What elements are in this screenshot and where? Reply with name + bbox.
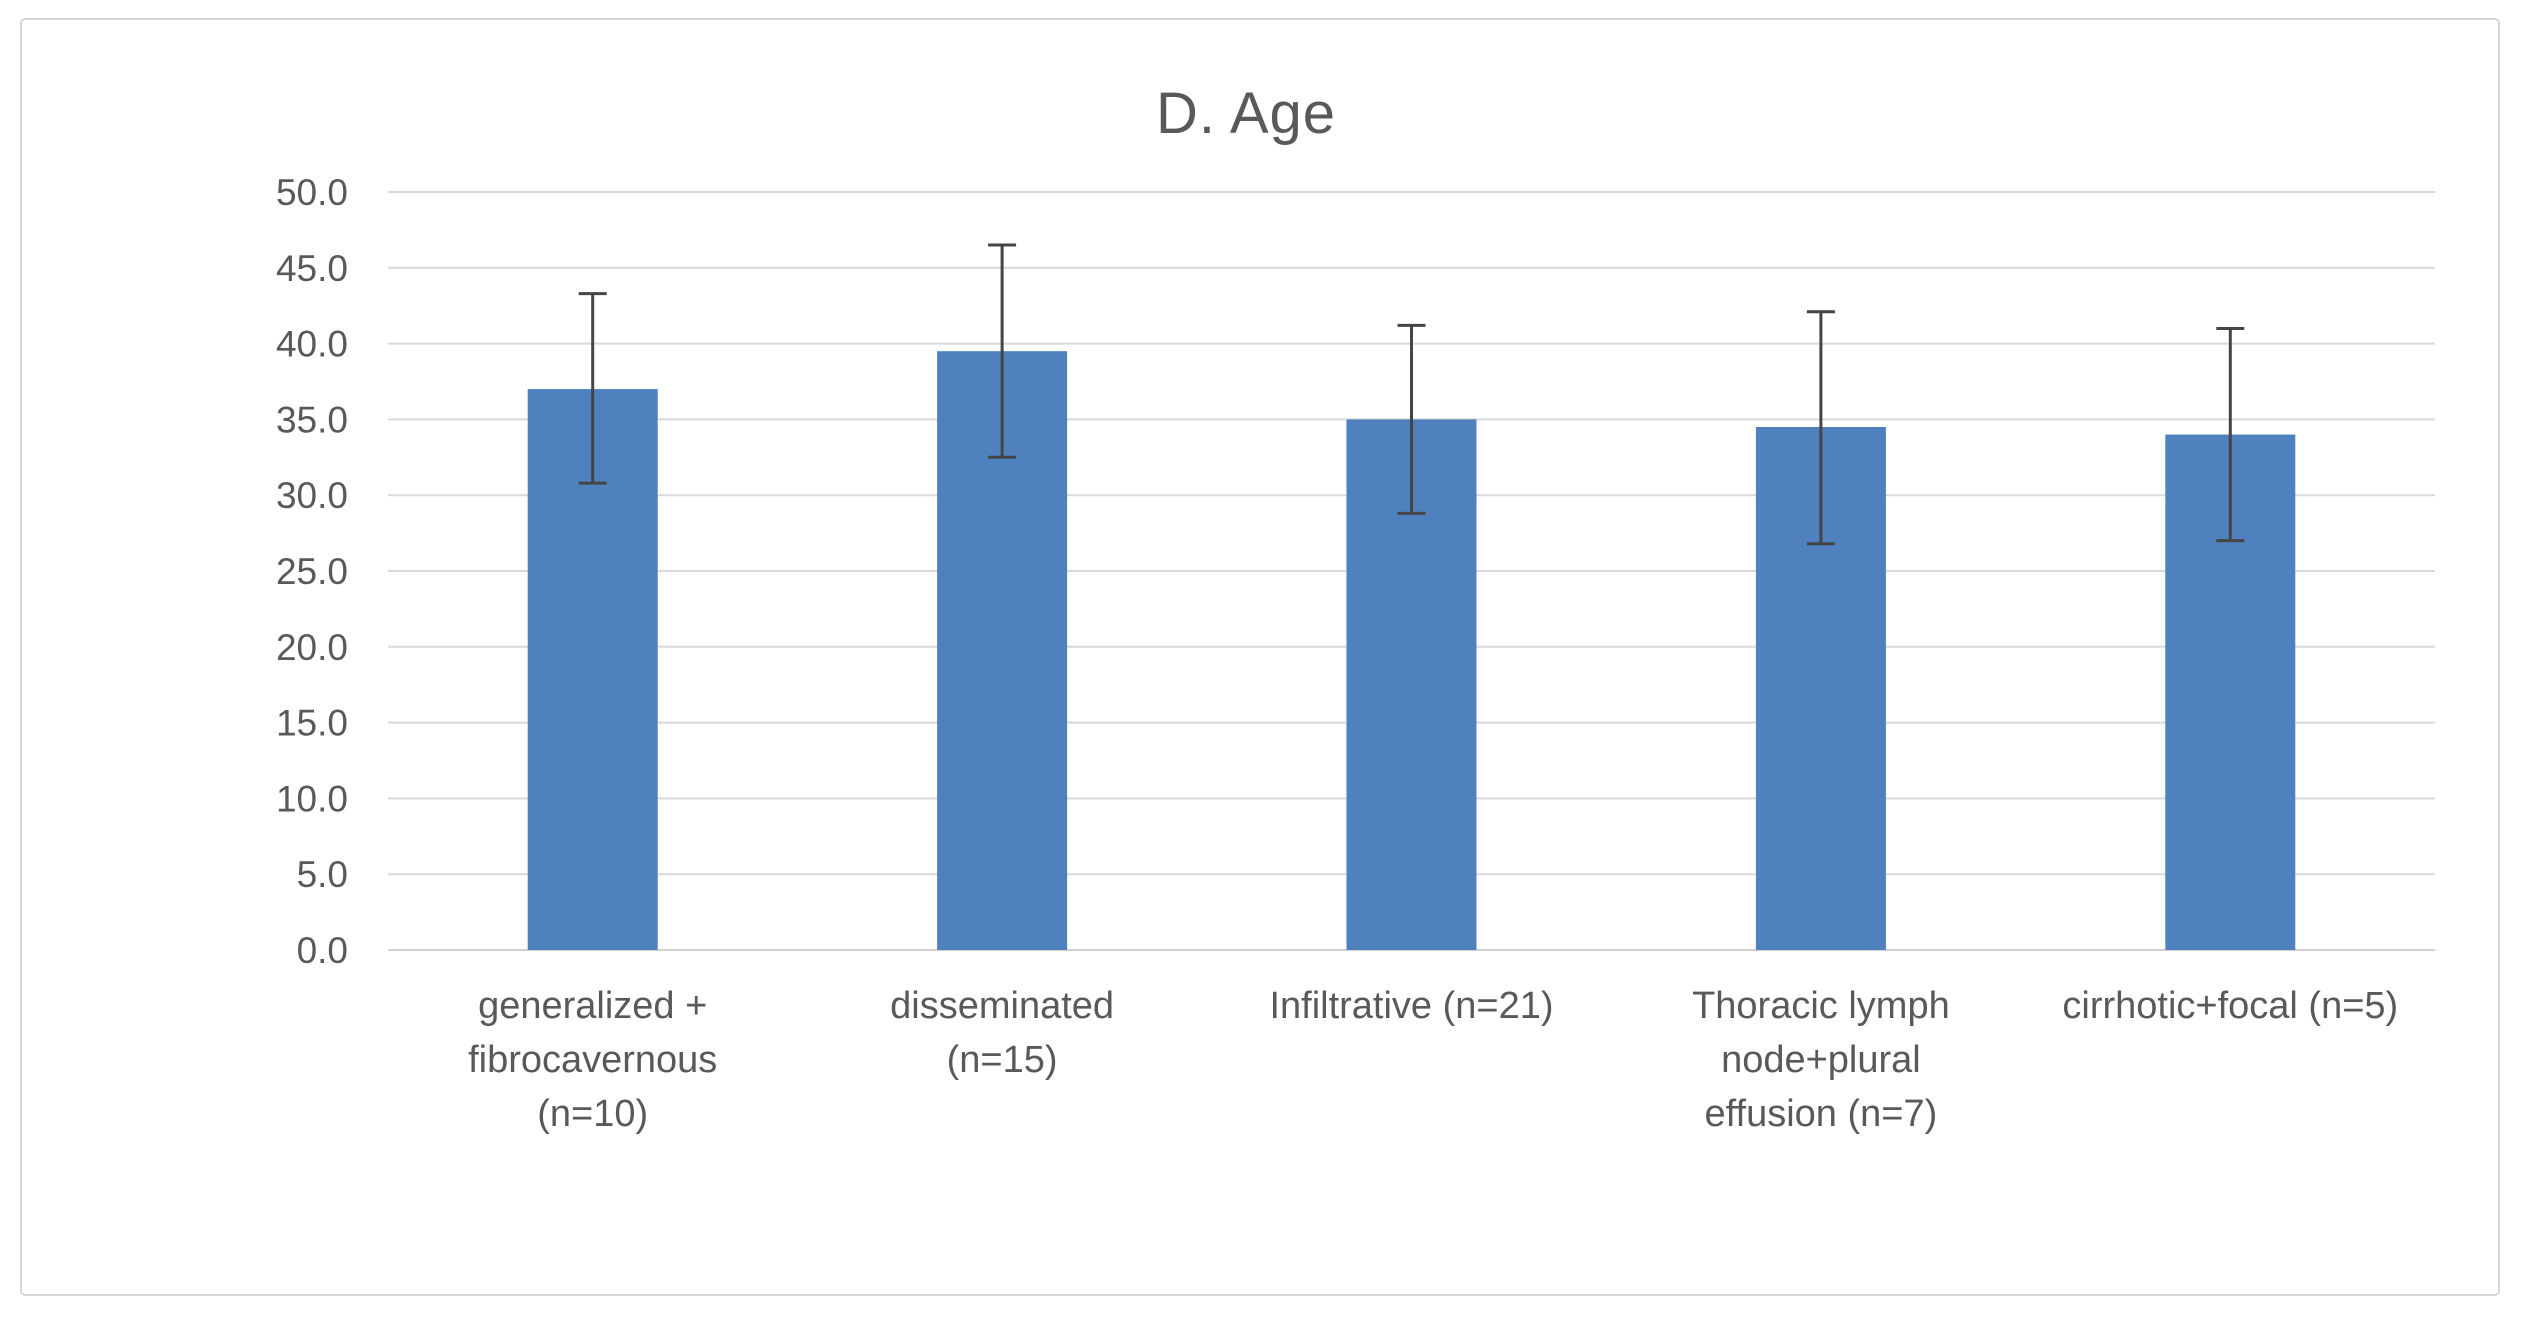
y-tick-label: 0.0 [297,930,348,971]
y-tick-label: 5.0 [297,854,348,895]
chart-title: D. Age [1155,81,1337,146]
y-tick-label: 50.0 [276,172,348,213]
x-category-label: generalized + fibrocavernous (n=10) [468,985,717,1135]
y-tick-label: 15.0 [276,703,348,744]
x-category-label: cirrhotic+focal (n=5) [2062,985,2398,1027]
y-tick-label: 25.0 [276,551,348,592]
chart-frame: D. Age [20,18,2500,1296]
x-category-label: disseminated (n=15) [890,985,1114,1081]
x-category-label: Infiltrative (n=21) [1269,985,1553,1027]
y-tick-label: 10.0 [276,778,348,819]
y-tick-label: 45.0 [276,248,348,289]
y-tick-label: 35.0 [276,399,348,440]
y-tick-label: 30.0 [276,475,348,516]
y-tick-label: 40.0 [276,324,348,365]
y-tick-label: 20.0 [276,627,348,668]
x-category-label: Thoracic lymph node+plural effusion (n=7) [1692,985,1950,1135]
